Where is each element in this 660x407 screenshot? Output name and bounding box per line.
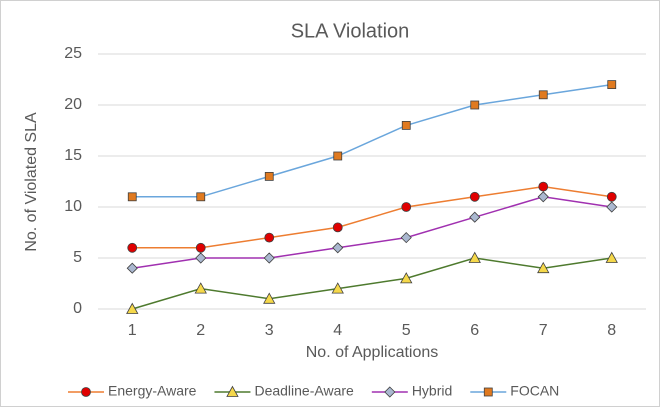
x-tick-label: 3 — [265, 322, 274, 339]
marker — [537, 191, 549, 203]
marker — [194, 282, 207, 294]
marker — [384, 386, 396, 398]
marker — [263, 292, 276, 304]
marker — [195, 252, 207, 264]
marker — [263, 252, 275, 264]
y-tick-label: 0 — [73, 300, 82, 317]
marker — [469, 191, 480, 202]
y-tick-label: 10 — [64, 198, 82, 215]
x-axis-label: No. of Applications — [306, 344, 439, 361]
x-tick-label: 4 — [333, 322, 342, 339]
marker — [483, 387, 493, 397]
x-tick-label: 7 — [539, 322, 548, 339]
marker — [264, 232, 275, 243]
y-tick-label: 20 — [64, 96, 82, 113]
x-tick-label: 8 — [607, 322, 616, 339]
marker — [538, 181, 549, 192]
marker — [127, 242, 138, 253]
marker — [400, 272, 413, 284]
marker — [126, 302, 139, 314]
marker — [195, 242, 206, 253]
series-line — [132, 196, 612, 269]
legend-label: FOCAN — [510, 383, 559, 399]
chart-title: SLA Violation — [291, 20, 410, 42]
marker — [606, 201, 618, 213]
marker — [226, 385, 239, 397]
marker — [607, 80, 617, 89]
marker — [605, 251, 618, 263]
x-tick-label: 1 — [128, 322, 137, 339]
series-line — [132, 257, 612, 310]
marker — [196, 192, 206, 202]
x-tick-label: 5 — [402, 322, 411, 339]
x-tick-label: 2 — [196, 322, 205, 339]
marker — [401, 202, 412, 212]
series-line — [132, 83, 612, 198]
x-tick-label: 6 — [470, 322, 479, 339]
legend-label: Deadline-Aware — [254, 383, 354, 399]
marker — [264, 171, 274, 181]
marker — [538, 90, 548, 100]
marker — [401, 121, 411, 130]
legend-label: Hybrid — [412, 383, 452, 399]
marker — [400, 232, 412, 244]
marker — [127, 192, 137, 202]
marker — [126, 262, 138, 274]
marker — [332, 242, 344, 254]
marker — [469, 211, 481, 223]
marker — [333, 151, 343, 161]
marker — [470, 100, 480, 110]
y-tick-label: 25 — [64, 45, 82, 62]
legend-label: Energy-Aware — [108, 383, 197, 399]
series-line — [132, 185, 612, 249]
marker — [606, 191, 617, 202]
y-tick-label: 15 — [64, 147, 82, 164]
marker — [468, 251, 481, 263]
marker — [81, 387, 91, 397]
y-axis-label: No. of Violated SLA — [23, 112, 40, 252]
marker — [332, 222, 343, 233]
marker — [331, 282, 344, 294]
marker — [537, 261, 550, 274]
y-tick-label: 5 — [73, 249, 82, 266]
